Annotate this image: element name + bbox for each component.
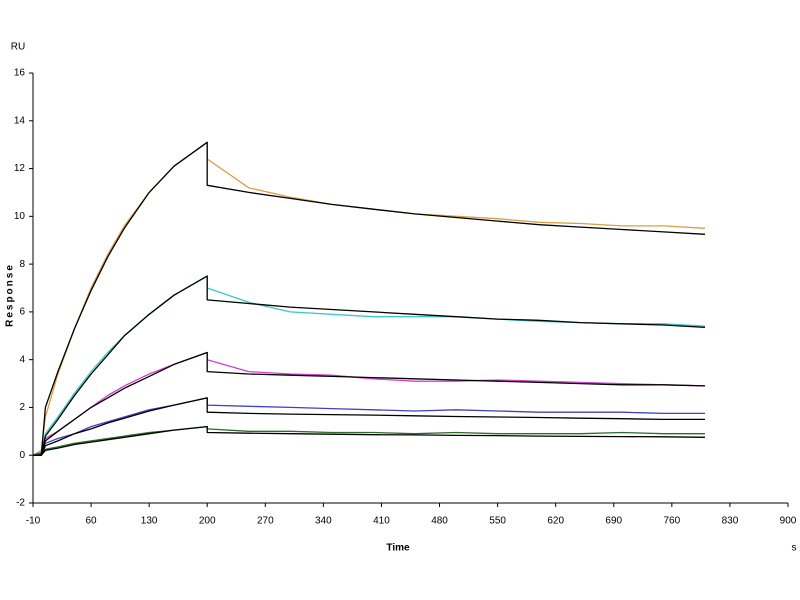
y-tick-label: 4 <box>19 354 25 365</box>
x-tick-label: 550 <box>489 516 506 527</box>
x-tick-label: 690 <box>605 516 622 527</box>
x-tick-label: 900 <box>780 516 797 527</box>
y-tick-label: 6 <box>19 307 25 318</box>
x-unit: s <box>792 543 797 554</box>
x-tick-label: 410 <box>373 516 390 527</box>
y-tick-label: 14 <box>14 115 26 126</box>
x-tick-label: 130 <box>141 516 158 527</box>
y-tick-label: 10 <box>14 211 26 222</box>
series-line <box>33 397 705 456</box>
series-line <box>32 351 706 456</box>
x-tick-label: 60 <box>86 516 98 527</box>
x-tick-label: 480 <box>431 516 448 527</box>
x-tick-label: 830 <box>722 516 739 527</box>
series-line <box>32 141 706 456</box>
y-tick-label: 2 <box>19 402 25 413</box>
y-tick-label: 0 <box>19 450 25 461</box>
x-tick-label: -10 <box>26 516 41 527</box>
series-line <box>33 351 706 456</box>
y-tick-label: 12 <box>14 163 26 174</box>
x-tick-label: 200 <box>199 516 216 527</box>
x-tick-label: 270 <box>257 516 274 527</box>
y-tick-label: 8 <box>19 259 25 270</box>
y-unit: RU <box>11 42 25 53</box>
series-line <box>32 425 705 456</box>
y-axis-label: Response <box>5 263 16 327</box>
series-line <box>33 141 706 456</box>
x-tick-label: 620 <box>547 516 564 527</box>
x-tick-label: 760 <box>664 516 681 527</box>
y-tick-label: 16 <box>14 68 26 79</box>
series-line <box>33 275 706 456</box>
y-tick-label: -2 <box>16 498 25 509</box>
series-line <box>33 425 706 456</box>
series-line <box>32 397 705 456</box>
x-tick-label: 340 <box>315 516 332 527</box>
x-axis-label: Time <box>386 543 410 554</box>
series-line <box>32 275 706 456</box>
